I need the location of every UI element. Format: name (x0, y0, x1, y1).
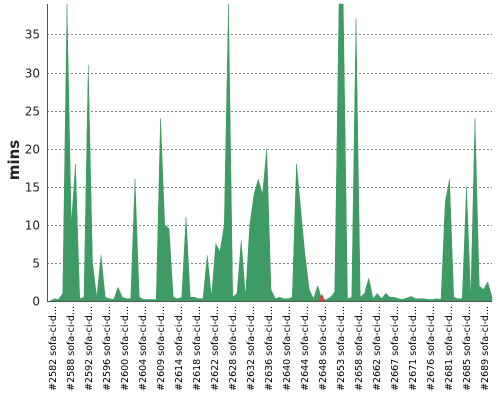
x-tick-label: #2671 sofa-ci-d... (408, 306, 419, 391)
x-tick-label: #2582 sofa-ci-d... (48, 306, 59, 391)
x-tick-label: #2689 sofa-ci-d... (480, 306, 491, 391)
y-tick-label: 15 (25, 181, 40, 195)
y-tick-label: 35 (25, 28, 40, 42)
x-tick-label: #2662 sofa-ci-d... (372, 306, 383, 391)
x-tick-label: #2614 sofa-ci-d... (174, 306, 185, 391)
y-tick-labels: 0 5 10 15 20 25 30 35 (25, 28, 40, 309)
x-tick-label: #2632 sofa-ci-d... (246, 306, 257, 391)
gridlines (47, 34, 492, 264)
x-tick-label: #2676 sofa-ci-d... (426, 306, 437, 391)
x-tick-label: #2600 sofa-ci-d... (120, 306, 131, 391)
y-tick-label: 30 (25, 67, 40, 81)
x-tick-label: #2644 sofa-ci-d... (300, 306, 311, 391)
x-tick-label: #2653 sofa-ci-d... (336, 306, 347, 391)
x-tick-label: #2609 sofa-ci-d... (156, 306, 167, 391)
duration-area (49, 3, 493, 302)
axes (47, 4, 492, 302)
x-tick-label: #2648 sofa-ci-d... (318, 306, 329, 391)
x-tick-labels: #2582 sofa-ci-d... #2588 sofa-ci-d... #259… (48, 306, 491, 391)
data-area (49, 3, 493, 302)
x-tick-label: #2685 sofa-ci-d... (462, 306, 473, 391)
y-tick-label: 25 (25, 105, 40, 119)
x-tick-label: #2618 sofa-ci-d... (192, 306, 203, 391)
y-axis-title: mins (5, 140, 23, 180)
y-tick-label: 0 (32, 295, 40, 309)
x-tick-label: #2588 sofa-ci-d... (66, 306, 77, 391)
x-tick-label: #2640 sofa-ci-d... (282, 306, 293, 391)
x-tick-label: #2596 sofa-ci-d... (102, 306, 113, 391)
x-tick-label: #2667 sofa-ci-d... (390, 306, 401, 391)
y-tick-label: 10 (25, 219, 40, 233)
x-tick-label: #2604 sofa-ci-d... (138, 306, 149, 391)
x-tick-label: #2681 sofa-ci-d... (444, 306, 455, 391)
failure-marker (319, 293, 325, 301)
y-tick-label: 5 (32, 257, 40, 271)
x-tick-label: #2622 sofa-ci-d... (210, 306, 221, 391)
x-tick-label: #2636 sofa-ci-d... (264, 306, 275, 391)
x-tick-label: #2628 sofa-ci-d... (228, 306, 239, 391)
x-tick-label: #2592 sofa-ci-d... (84, 306, 95, 391)
y-tick-label: 20 (25, 143, 40, 157)
x-tick-label: #2658 sofa-ci-d... (354, 306, 365, 391)
